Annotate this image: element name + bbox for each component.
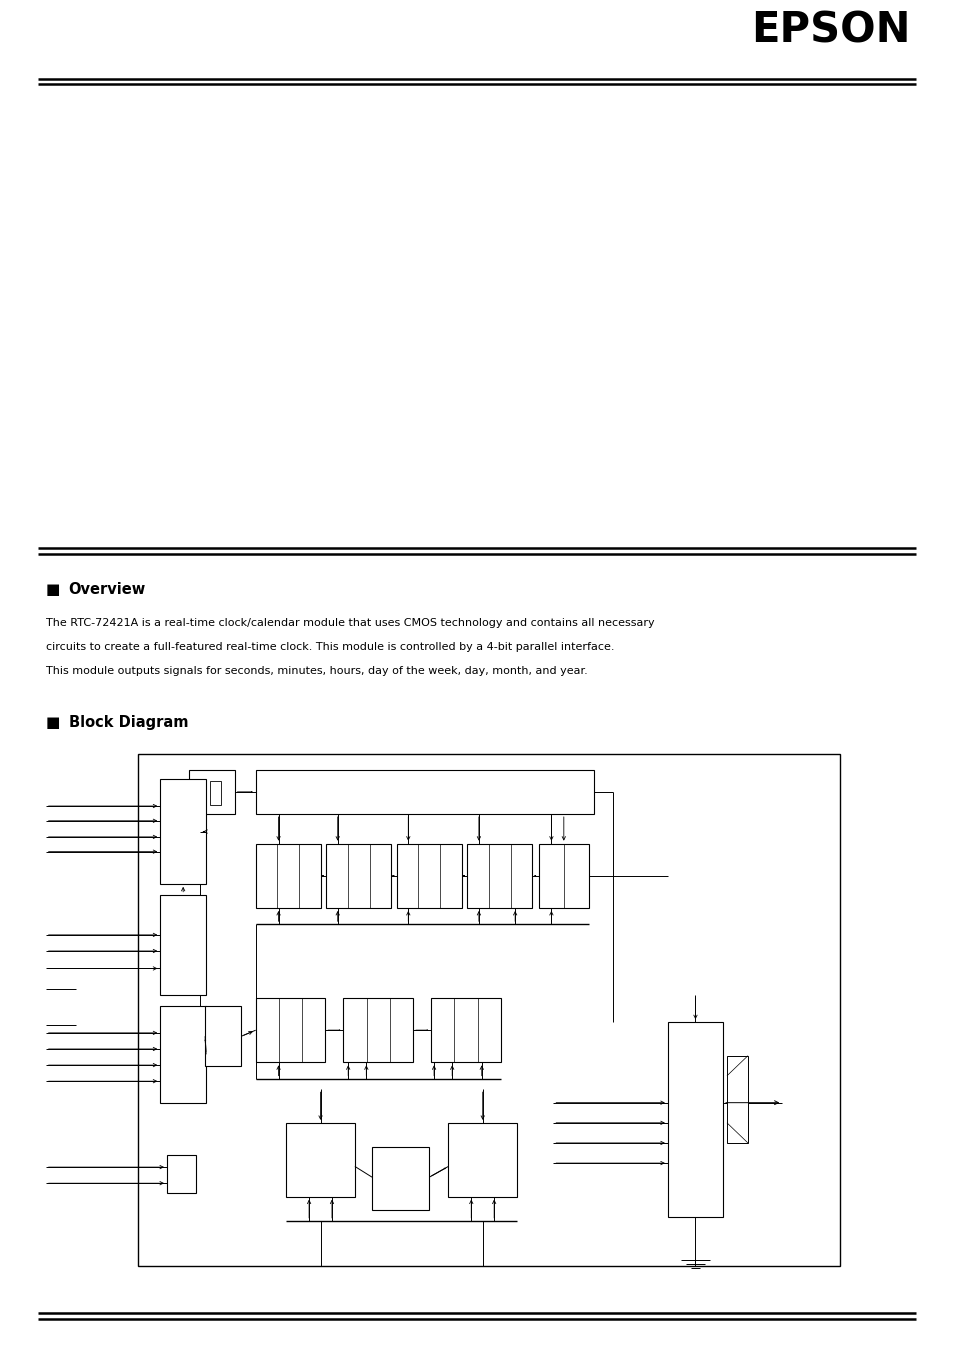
Bar xyxy=(431,998,500,1062)
Text: Block Diagram: Block Diagram xyxy=(69,715,188,731)
Bar xyxy=(255,770,594,815)
Bar xyxy=(160,894,206,996)
Text: EPSON: EPSON xyxy=(751,9,910,51)
Bar xyxy=(205,1006,241,1066)
Text: This module outputs signals for seconds, minutes, hours, day of the week, day, m: This module outputs signals for seconds,… xyxy=(46,666,587,677)
Text: ■: ■ xyxy=(46,715,60,731)
Bar xyxy=(538,843,588,908)
Bar xyxy=(255,998,325,1062)
Bar xyxy=(396,843,461,908)
Bar xyxy=(160,1006,206,1102)
Bar xyxy=(167,1155,195,1193)
Bar xyxy=(467,843,532,908)
Bar xyxy=(255,843,320,908)
Bar xyxy=(286,1123,355,1197)
Text: circuits to create a full-featured real-time clock. This module is controlled by: circuits to create a full-featured real-… xyxy=(46,642,614,653)
Bar xyxy=(210,781,221,805)
Bar xyxy=(189,770,234,815)
Text: ■: ■ xyxy=(46,582,60,597)
Text: Overview: Overview xyxy=(69,582,146,597)
Bar xyxy=(726,1055,747,1143)
Bar xyxy=(160,780,206,884)
Bar xyxy=(138,754,839,1266)
Text: The RTC-72421A is a real-time clock/calendar module that uses CMOS technology an: The RTC-72421A is a real-time clock/cale… xyxy=(46,619,654,628)
Bar xyxy=(372,1147,429,1210)
Bar xyxy=(667,1023,722,1217)
Bar xyxy=(448,1123,517,1197)
Bar xyxy=(343,998,413,1062)
Bar xyxy=(326,843,391,908)
Bar xyxy=(193,781,205,805)
